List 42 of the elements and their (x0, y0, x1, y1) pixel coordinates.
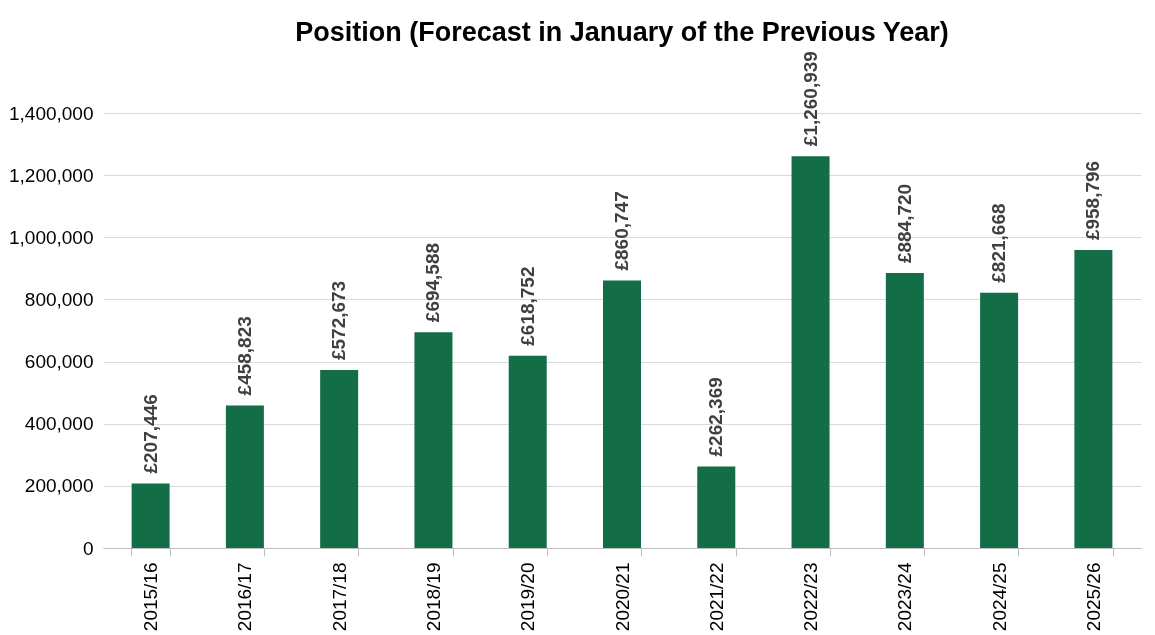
bar (131, 483, 170, 548)
bar (1074, 250, 1113, 548)
y-tick-label: 200,000 (24, 475, 94, 497)
bar (414, 332, 453, 548)
data-label: £694,588 (422, 242, 444, 323)
y-tick-label: 0 (82, 537, 94, 559)
bar (697, 466, 736, 548)
x-tick-label: 2023/24 (894, 562, 916, 632)
bar (791, 156, 830, 548)
bar (320, 370, 359, 548)
data-label: £262,369 (705, 377, 727, 457)
bar (980, 292, 1019, 548)
x-tick-label: 2025/26 (1082, 562, 1104, 632)
data-label: £572,673 (328, 280, 350, 361)
bar (508, 355, 547, 548)
data-label: £207,446 (139, 394, 161, 474)
y-tick-label: 400,000 (24, 413, 94, 435)
x-tick-label: 2018/19 (422, 562, 444, 632)
data-label: £884,720 (893, 183, 915, 264)
y-tick-label: 1,200,000 (8, 164, 94, 186)
x-tick-label: 2022/23 (800, 562, 822, 632)
data-label: £958,796 (1082, 160, 1104, 241)
x-tick-label: 2020/21 (611, 562, 633, 632)
data-label: £618,752 (516, 266, 538, 346)
y-tick-label: 800,000 (24, 288, 94, 310)
y-tick-label: 600,000 (24, 351, 94, 373)
y-tick-label: 1,400,000 (8, 102, 94, 124)
data-label: £1,260,939 (799, 51, 821, 147)
bar (225, 405, 264, 548)
x-tick-label: 2024/25 (988, 562, 1010, 632)
y-tick-label: 1,000,000 (8, 226, 94, 248)
chart-title: Position (Forecast in January of the Previous Year) (295, 17, 949, 48)
data-label: £821,668 (988, 203, 1010, 283)
data-label: £860,747 (611, 191, 632, 271)
x-tick-label: 2016/17 (234, 562, 256, 632)
x-tick-label: 2021/22 (705, 562, 727, 632)
x-tick-label: 2017/18 (328, 562, 350, 632)
bar (885, 273, 924, 548)
x-tick-label: 2019/20 (517, 562, 539, 632)
data-label: £458,823 (233, 316, 255, 396)
bar (603, 280, 641, 548)
x-tick-label: 2015/16 (140, 562, 162, 632)
